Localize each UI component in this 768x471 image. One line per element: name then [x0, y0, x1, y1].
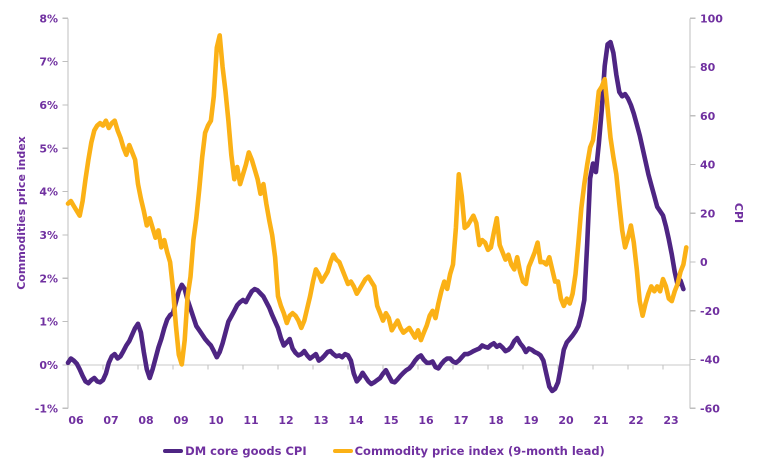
right-axis-tick-label: 0 — [700, 256, 708, 269]
x-axis-year-label: 19 — [523, 414, 538, 427]
right-axis-tick-label: -20 — [700, 305, 720, 318]
legend-label-commodity-price-index: Commodity price index (9-month lead) — [354, 444, 605, 458]
right-axis-tick-label: 100 — [700, 12, 723, 25]
x-axis-year-label: 15 — [383, 414, 398, 427]
left-axis-tick-label: 2% — [39, 272, 58, 285]
dm-core-cpi-line-marker — [163, 448, 184, 454]
left-axis-tick-label: -1% — [35, 402, 58, 415]
legend-item-commodity-price-index: Commodity price index (9-month lead) — [332, 444, 605, 458]
left-axis-tick-label: 3% — [39, 229, 58, 242]
series-line-commodity-price-index — [65, 33, 689, 367]
legend-label-dm-core-goods-cpi: DM core goods CPI — [185, 444, 307, 458]
x-axis-year-label: 06 — [68, 414, 84, 427]
left-axis-tick-label: 0% — [39, 359, 58, 372]
x-axis-year-label: 22 — [628, 414, 643, 427]
x-axis-year-label: 08 — [138, 414, 153, 427]
right-axis-tick-label: -40 — [700, 354, 720, 367]
axes-layer: 8% 7% 6% 5% 4% 3% 2% 1% 0% -1% 100 80 60 40 20 0 -20 -40 -… — [35, 12, 724, 427]
x-axis-year-label: 17 — [453, 414, 468, 427]
x-axis-year-label: 23 — [663, 414, 678, 427]
series-layer — [65, 33, 689, 394]
right-axis-tick-label: -60 — [700, 402, 720, 415]
commodity-index-line-marker — [332, 448, 353, 454]
x-axis-year-label: 18 — [488, 414, 503, 427]
right-axis-title: CPI — [732, 203, 745, 223]
x-axis-year-label: 16 — [418, 414, 434, 427]
x-axis-year-label: 14 — [348, 414, 364, 427]
legend: DM core goods CPI Commodity price index … — [0, 444, 768, 458]
left-axis-title: Commodities price index — [15, 136, 28, 290]
right-axis-tick-label: 20 — [700, 207, 716, 220]
right-axis-tick-label: 60 — [700, 110, 716, 123]
right-axis-tick-label: 40 — [700, 159, 716, 172]
left-axis-tick-label: 4% — [39, 186, 58, 199]
x-axis-year-label: 07 — [103, 414, 118, 427]
left-axis-tick-label: 5% — [39, 142, 58, 155]
x-axis-year-label: 10 — [208, 414, 224, 427]
series-line-dm-core-goods-cpi — [65, 39, 686, 394]
x-axis-year-label: 12 — [278, 414, 293, 427]
x-axis-year-label: 11 — [243, 414, 258, 427]
left-axis-tick-label: 1% — [39, 316, 58, 329]
x-axis-year-label: 09 — [173, 414, 188, 427]
legend-item-dm-core-goods-cpi: DM core goods CPI — [163, 444, 307, 458]
x-axis-year-label: 21 — [593, 414, 608, 427]
x-axis-year-label: 20 — [558, 414, 574, 427]
left-axis-tick-label: 7% — [39, 56, 58, 69]
x-axis-year-label: 13 — [313, 414, 328, 427]
right-axis-tick-label: 80 — [700, 61, 716, 74]
left-axis-tick-label: 6% — [39, 99, 58, 112]
left-axis-tick-label: 8% — [39, 12, 58, 25]
